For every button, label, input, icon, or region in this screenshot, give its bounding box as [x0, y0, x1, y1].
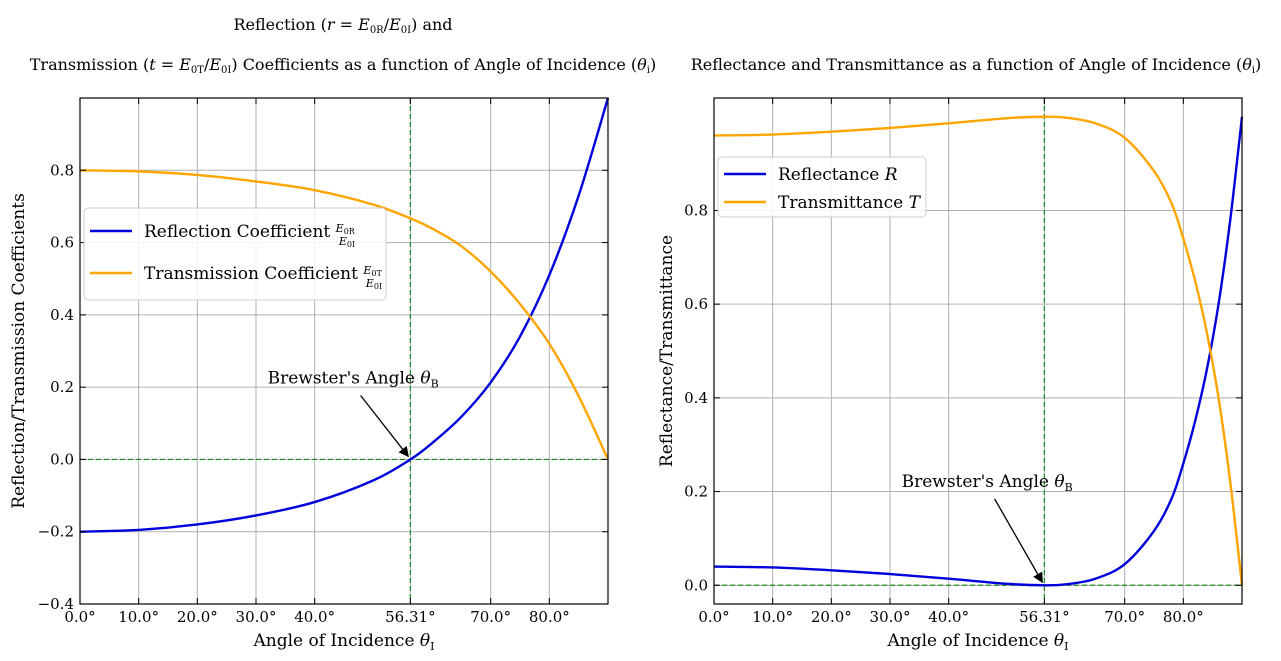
series-line-0 — [79, 97, 610, 533]
x-axis-label: Angle of Incidence θI — [252, 631, 434, 653]
y-axis-label: Reflectance/Transmittance — [657, 235, 677, 467]
x-tick-label: 70.0° — [470, 608, 511, 626]
legend-box — [717, 156, 927, 218]
x-axis-label: Angle of Incidence θI — [886, 631, 1068, 653]
y-tick-label: −0.2 — [38, 523, 74, 541]
annotation-arrow — [360, 395, 409, 458]
series-line-1 — [713, 115, 1244, 586]
y-tick-label: 0.0 — [50, 450, 74, 468]
y-axis-label: Reflection/Transmission Coefficients — [9, 193, 29, 509]
legend-label-1: Transmittance T — [778, 193, 922, 213]
y-tick-label: 0.2 — [684, 483, 708, 501]
series-line-0 — [713, 116, 1244, 587]
y-tick-label: 0.2 — [50, 378, 74, 396]
x-tick-label: 30.0° — [870, 608, 911, 626]
axes-frame — [713, 97, 1243, 605]
y-tick-label: 0.4 — [50, 306, 74, 324]
x-tick-label: 0.0° — [698, 608, 729, 626]
legend-label-0: Reflectance R — [778, 165, 898, 185]
y-tick-label: 0.8 — [684, 201, 708, 219]
y-tick-label: −0.4 — [38, 595, 74, 613]
x-tick-label: 0.0° — [64, 608, 95, 626]
annotation-text: Brewster's Angle θB — [902, 472, 1073, 494]
y-tick-label: 0.8 — [50, 161, 74, 179]
x-tick-label: 40.0° — [294, 608, 335, 626]
legend: Reflectance R Transmittance T — [717, 156, 927, 218]
y-tick-label: 0.4 — [684, 389, 708, 407]
x-tick-label: 30.0° — [236, 608, 277, 626]
x-tick-label: 10.0° — [118, 608, 159, 626]
left-title-line1: Reflection (r = E0R/E0I) and — [233, 15, 452, 36]
annotation-text: Brewster's Angle θB — [268, 369, 439, 391]
y-tick-label: 0.0 — [684, 576, 708, 594]
annotation-arrow — [994, 498, 1043, 584]
x-tick-label: 56.31° — [1019, 608, 1069, 626]
x-tick-label: 80.0° — [1163, 608, 1204, 626]
chart-reflectance: 0.0° 10.0° 20.0° 30.0° 40.0° 56.31° 70.0° 80.0°… — [657, 97, 1244, 653]
right-title: Reflectance and Transmittance as a funct… — [691, 55, 1262, 76]
legend: Reflection Coefficient E0R E0ITransmissio… — [83, 207, 387, 301]
x-tick-label: 56.31° — [385, 608, 435, 626]
y-tick-label: 0.6 — [684, 295, 708, 313]
x-tick-label: 20.0° — [811, 608, 852, 626]
left-title-line2: Transmission (t = E0T/E0I) Coefficients … — [30, 55, 657, 76]
y-tick-label: 0.6 — [50, 234, 74, 252]
axes-frame — [79, 97, 609, 605]
x-tick-label: 80.0° — [529, 608, 570, 626]
legend-box — [83, 207, 387, 301]
x-tick-label: 40.0° — [928, 608, 969, 626]
x-tick-label: 20.0° — [177, 608, 218, 626]
x-tick-label: 10.0° — [752, 608, 793, 626]
chart-coefficients: 0.0° 10.0° 20.0° 30.0° 40.0° 56.31° 70.0° 80.0°… — [9, 97, 610, 653]
series-line-1 — [79, 169, 610, 460]
x-tick-label: 70.0° — [1104, 608, 1145, 626]
